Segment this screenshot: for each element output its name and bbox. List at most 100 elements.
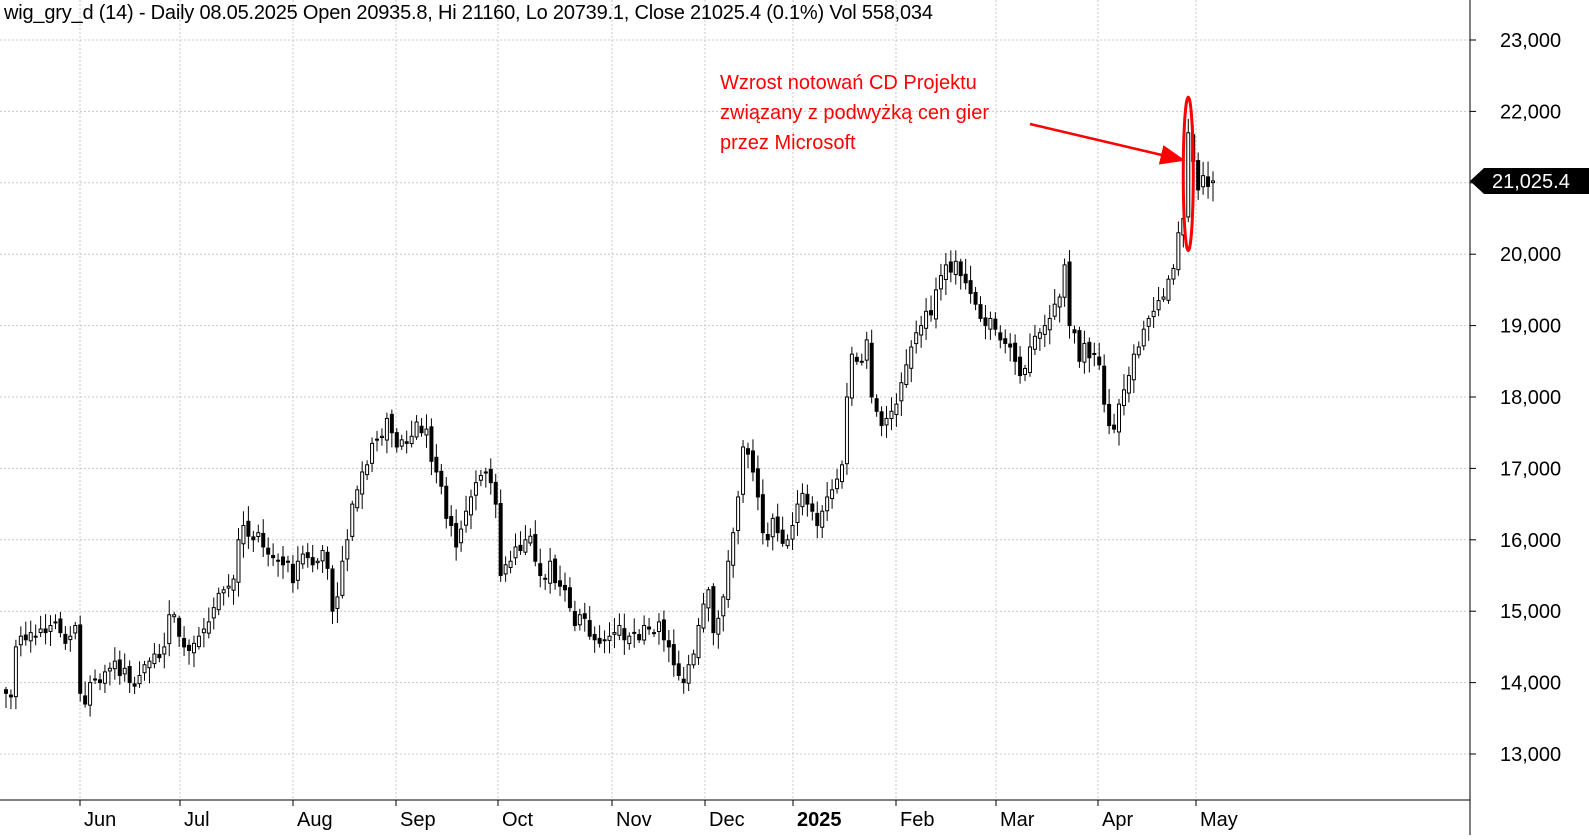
candle-body [172,614,177,618]
candle-body [434,456,439,473]
candle-body [251,536,256,541]
candle-body [968,280,973,294]
candle-body [206,621,211,634]
candle-body [478,475,483,481]
candle-body [18,635,23,646]
candle-body [874,398,879,412]
candle-body [815,512,820,527]
candle-body [1062,264,1067,298]
candle-body [424,428,429,436]
candle-body [216,592,221,611]
candle-body [315,560,320,564]
candle-body [107,667,112,672]
candle-body [83,695,88,705]
x-tick-label: Aug [297,809,333,831]
candle-body [726,560,731,600]
candle-body [290,563,295,584]
candle-body [226,585,231,589]
candle-body [1112,424,1117,430]
candle-body [1121,389,1126,407]
candle-body [340,560,345,596]
candle-body [904,364,909,386]
candle-body [483,471,488,474]
candle-body [1032,335,1037,350]
candle-body [365,464,370,476]
candle-body [825,496,830,512]
candle-body [236,539,241,583]
candle-body [1082,342,1087,363]
candle-body [419,425,424,434]
candle-body [820,510,825,528]
candle-body [558,580,563,587]
candle-body [473,482,478,496]
candle-body [741,446,746,495]
candle-body [132,683,137,687]
candle-body [978,304,983,319]
candle-body [676,663,681,676]
x-tick-label: Dec [709,809,745,831]
candle-body [246,520,251,537]
candle-body [721,596,726,617]
candle-body [602,639,607,642]
candle-body [894,403,899,416]
candle-body [1023,367,1028,375]
candle-body [879,411,884,427]
candle-body [993,318,998,330]
candle-body [1067,261,1072,327]
chart-header: wig_gry_d (14) - Daily 08.05.2025 Open 2… [4,2,933,24]
candle-body [686,664,691,684]
candle-body [196,635,201,648]
y-tick-label: 19,000 [1500,316,1561,338]
candle-body [869,342,874,398]
candle-body [1131,353,1136,381]
candle-body [1097,356,1102,366]
candle-body [1206,176,1211,187]
candle-body [830,489,835,500]
candle-body [548,560,553,584]
annotation-line: związany z podwyżką cen gier [720,102,990,124]
candle-body [587,620,592,637]
grid-layer [0,0,1470,800]
candle-body [909,346,914,369]
candle-body [468,496,473,516]
candle-body [167,614,172,645]
candle-body [973,291,978,305]
candle-body [755,468,760,498]
candle-body [1052,303,1057,317]
candle-body [360,471,365,495]
x-tick-label: May [1200,809,1238,831]
y-tick-label: 20,000 [1500,244,1561,266]
candle-body [933,289,938,320]
candle-body [775,516,780,534]
candle-body [671,644,676,666]
candle-body [948,261,953,273]
candle-body [518,544,523,552]
candle-body [1077,330,1082,362]
candle-body [384,417,389,441]
candle-body [1136,346,1141,356]
candle-body [805,493,810,505]
candle-body [464,510,469,526]
candle-body [1211,180,1215,184]
candle-body [1196,160,1201,191]
highlight-ellipse [1181,95,1195,253]
candle-body [8,694,13,698]
candle-body [929,310,934,316]
candle-body [760,494,765,534]
candle-body [1161,296,1166,300]
candle-body [345,539,350,560]
y-tick-label: 16,000 [1500,530,1561,552]
candle-body [691,653,696,666]
candle-body [122,667,127,675]
candle-body [488,468,493,484]
candle-body [785,539,790,547]
candle-body [1176,232,1181,271]
candle-body [231,578,236,591]
candle-body [73,624,78,634]
candle-body [38,628,43,634]
annotation-arrow [1029,122,1186,165]
candle-body [592,634,597,641]
candle-body [375,438,380,441]
y-tick-label: 17,000 [1500,458,1561,480]
